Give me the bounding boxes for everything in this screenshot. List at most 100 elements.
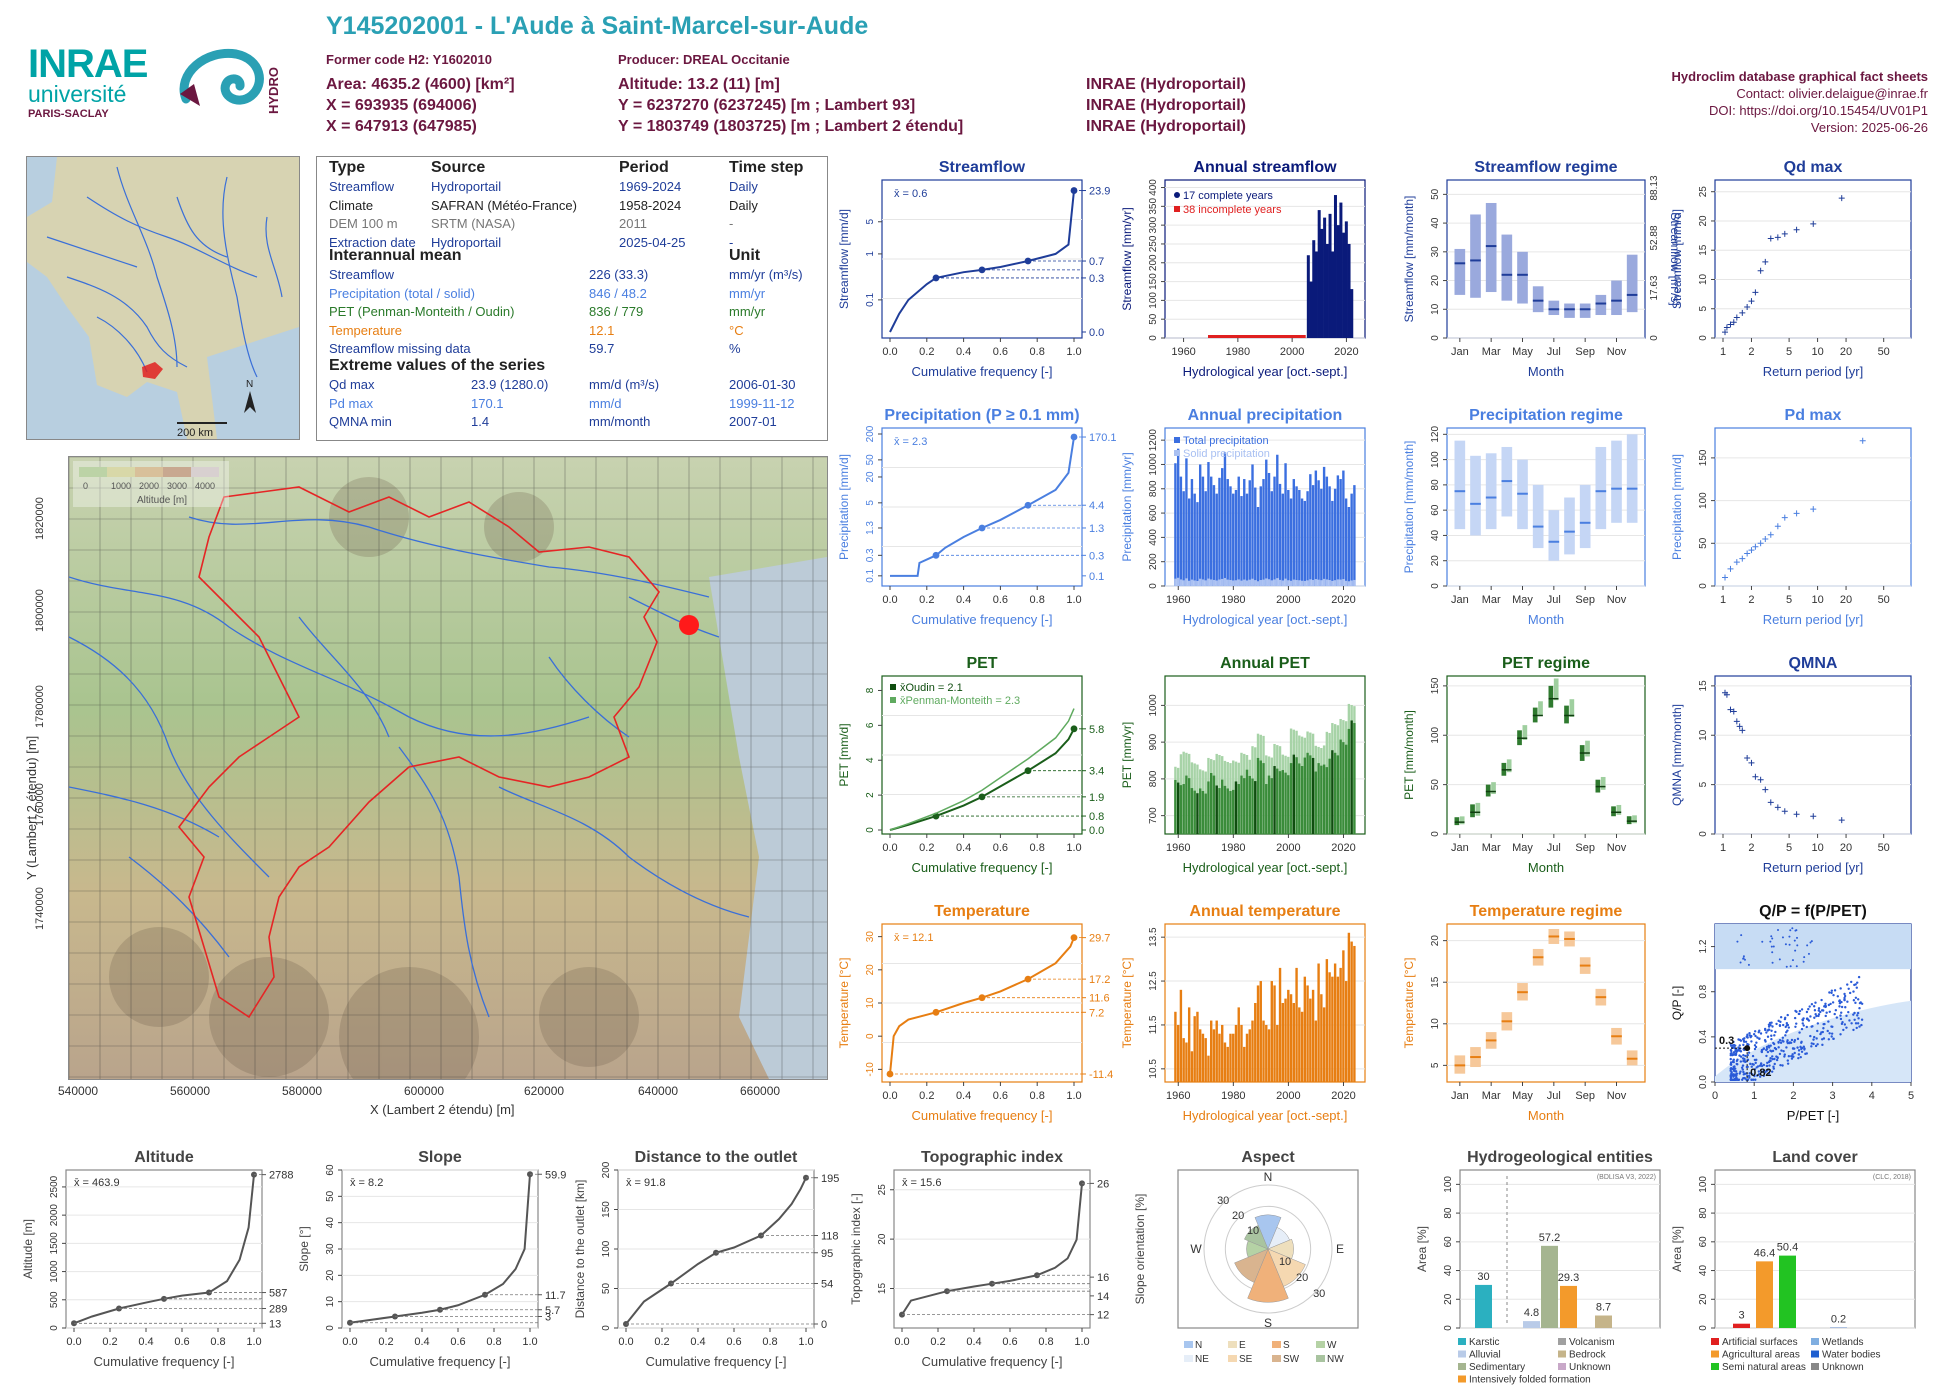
y-axis-label: Streamflow [mm/d] (837, 209, 851, 309)
bar (1336, 475, 1340, 586)
legend-label: x̄Oudin = 2.1 (900, 682, 963, 694)
bar (1240, 1024, 1243, 1082)
plot-frame (1714, 1169, 1916, 1329)
data-point (1767, 531, 1774, 538)
source-label: (CLC, 2018) (1873, 1174, 1911, 1181)
scatter-point (1784, 943, 1787, 946)
scatter-point (1747, 1051, 1751, 1054)
right-label: 88.13 (1649, 175, 1660, 200)
scatter-point (1843, 1023, 1847, 1026)
chart-annual_streamflow: Annual streamflow Hydrological year [oct.… (1120, 159, 1366, 379)
x-tick-label: 2 (1790, 1090, 1796, 1102)
scatter-point (1772, 1065, 1775, 1068)
y-tick-label: 20 (877, 1233, 888, 1245)
y-tick-label: 30 (865, 931, 876, 943)
scatter-point (1766, 1035, 1770, 1038)
scatter-point (1732, 1040, 1735, 1044)
regime-box (1626, 434, 1638, 523)
scatter-point (1840, 1005, 1844, 1009)
scatter-point (1736, 940, 1739, 943)
chart-title: Altitude (134, 1149, 194, 1166)
scatter-point (1740, 1066, 1744, 1069)
legend-label: Total precipitation (1183, 435, 1269, 447)
bar-value-label: 46.4 (1754, 1247, 1775, 1259)
scatter-point (1856, 1022, 1860, 1025)
data-point (1723, 691, 1730, 698)
scatter-point (1774, 1047, 1778, 1051)
bar (1353, 723, 1356, 834)
legend-label: Intensively folded formation (1469, 1375, 1591, 1386)
regime-box (1532, 286, 1544, 313)
map-scale-label: 200 km (177, 427, 213, 439)
bar (1254, 1003, 1257, 1082)
data-point (1730, 708, 1737, 715)
scatter-point (1749, 1062, 1752, 1066)
bar (1328, 486, 1331, 586)
data-point (1739, 727, 1746, 734)
bar (1311, 757, 1315, 834)
legend-swatch (1711, 1350, 1719, 1358)
data-point (1781, 514, 1788, 521)
scatter-point (1777, 1046, 1780, 1049)
mean-row-label: Streamflow (329, 267, 395, 282)
bar (1212, 775, 1216, 834)
scatter-point (1854, 1001, 1857, 1005)
x-tick-label: 10 (1811, 346, 1823, 358)
scatter-point (1816, 1029, 1819, 1033)
chart-temp_regime: Temperature regime Month Temperature [°C] 5… (1402, 903, 1646, 1123)
scatter-point (1751, 1073, 1754, 1076)
bar-solid (1306, 580, 1309, 586)
x-tick-label: 1960 (1166, 594, 1190, 606)
scatter-point (1780, 1049, 1783, 1052)
bar (1289, 994, 1293, 1082)
x-axis-label: Hydrological year [oct.-sept.] (1183, 1108, 1348, 1123)
bar (1218, 1033, 1221, 1082)
bar (1193, 493, 1196, 586)
bar (1347, 932, 1351, 1082)
scatter-point (1791, 927, 1794, 930)
y-axis-label: Q/P [-] (1670, 986, 1684, 1020)
scatter-point (1839, 1017, 1843, 1021)
bar (1287, 989, 1290, 1082)
x-tick-label: 0.4 (956, 594, 971, 606)
legend-swatch (1316, 1355, 1325, 1362)
compass-label: N (1264, 1170, 1273, 1184)
scatter-point (1785, 1046, 1788, 1049)
mean-row-unit: mm/yr (729, 304, 766, 319)
scatter-point (1779, 1041, 1783, 1044)
regime-box (1626, 254, 1638, 313)
cdf-line (901, 1183, 1083, 1316)
scatter-point (1788, 943, 1791, 946)
regime-box (1611, 806, 1616, 817)
y-tick-label: 1000 (1148, 453, 1159, 476)
bar (1342, 470, 1345, 586)
scatter-point (1794, 1025, 1797, 1029)
bar (1251, 778, 1254, 834)
area-bar (1595, 1315, 1612, 1328)
bar (1317, 963, 1320, 1082)
scatter-point (1814, 1013, 1817, 1016)
scatter-point (1757, 1073, 1761, 1076)
scatter-point (1797, 1053, 1801, 1056)
bar (1339, 202, 1343, 338)
y-tick-label: 4 (865, 757, 876, 763)
y-coordinate-2: Y = 1803749 (1803725) [m ; Lambert 2 éte… (618, 118, 964, 135)
x-tick-label: 10 (1811, 594, 1823, 606)
bar-value-label: 0.2 (1831, 1314, 1846, 1326)
bar (1204, 1038, 1207, 1082)
source-1: INRAE (Hydroportail) (1086, 76, 1246, 93)
bar (1185, 775, 1188, 834)
y-tick-label: 25 (877, 1184, 888, 1196)
scatter-point (1824, 1005, 1827, 1009)
x-tick-label: May (1512, 346, 1533, 358)
x-tick-label: 0.4 (956, 346, 971, 358)
chart-title: PET (966, 655, 997, 672)
bar-solid (1176, 577, 1180, 586)
page-title: Y145202001 - L'Aude à Saint-Marcel-sur-A… (326, 12, 869, 40)
info-row-source: Hydroportail (431, 234, 502, 250)
bar (1325, 959, 1329, 1082)
data-point (1739, 309, 1746, 316)
bar (1300, 498, 1304, 586)
y-tick-label: 5 (1698, 781, 1709, 787)
